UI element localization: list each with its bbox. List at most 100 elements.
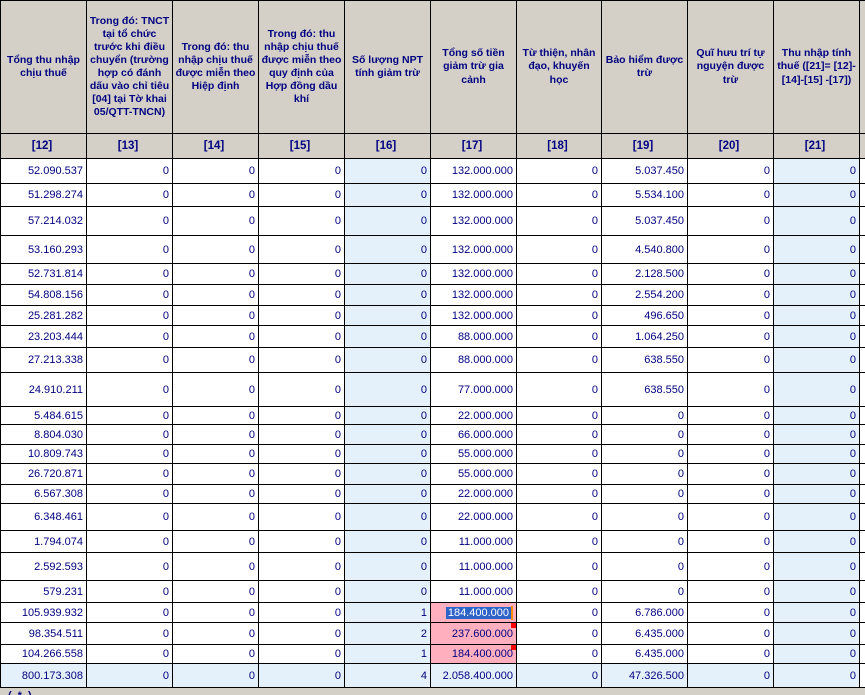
cell-[13][interactable]: 0 [87, 184, 173, 207]
cell-[18][interactable]: 0 [517, 373, 602, 407]
cell-[19][interactable]: 6.435.000 [602, 623, 688, 645]
cell-[17][interactable]: 132.000.000 [431, 207, 517, 236]
cell-[20][interactable]: 0 [688, 264, 774, 285]
cell-[20][interactable]: 0 [688, 407, 774, 425]
cell-[15][interactable]: 0 [259, 425, 345, 445]
cell-[14][interactable]: 0 [173, 445, 259, 464]
cell-[13][interactable]: 0 [87, 645, 173, 664]
cell-[14][interactable]: 0 [173, 207, 259, 236]
cell-[20][interactable]: 0 [688, 326, 774, 348]
cell-[20][interactable]: 0 [688, 531, 774, 553]
cell-[18][interactable]: 0 [517, 348, 602, 373]
cell-[18][interactable]: 0 [517, 531, 602, 553]
cell-[15][interactable]: 0 [259, 581, 345, 603]
cell-[19][interactable]: 2.554.200 [602, 285, 688, 306]
cell-[15][interactable]: 0 [259, 553, 345, 581]
cell-[15][interactable]: 0 [259, 306, 345, 326]
cell-[18][interactable]: 0 [517, 425, 602, 445]
cell-[18][interactable]: 0 [517, 581, 602, 603]
cell-[18][interactable]: 0 [517, 236, 602, 264]
cell-[13][interactable]: 0 [87, 623, 173, 645]
cell-[14][interactable]: 0 [173, 285, 259, 306]
cell-[17][interactable]: 66.000.000 [431, 425, 517, 445]
cell-[20][interactable]: 0 [688, 207, 774, 236]
cell-[17][interactable]: 132.000.000 [431, 184, 517, 207]
cell-[14][interactable]: 0 [173, 581, 259, 603]
cell-[12][interactable]: 5.484.615 [1, 407, 87, 425]
cell-[13][interactable]: 0 [87, 425, 173, 445]
cell-[15][interactable]: 0 [259, 159, 345, 184]
cell-[19][interactable]: 638.550 [602, 373, 688, 407]
cell-[20][interactable]: 0 [688, 581, 774, 603]
cell-[13][interactable]: 0 [87, 348, 173, 373]
cell-[17][interactable]: 11.000.000 [431, 553, 517, 581]
cell-[18][interactable]: 0 [517, 285, 602, 306]
cell-[19][interactable]: 0 [602, 553, 688, 581]
cell-[14][interactable]: 0 [173, 645, 259, 664]
cell-[17][interactable]: 22.000.000 [431, 407, 517, 425]
cell-[12][interactable]: 53.160.293 [1, 236, 87, 264]
cell-[14][interactable]: 0 [173, 326, 259, 348]
cell-[13][interactable]: 0 [87, 306, 173, 326]
cell-[12][interactable]: 98.354.511 [1, 623, 87, 645]
cell-[18][interactable]: 0 [517, 603, 602, 623]
cell-[17][interactable]: 237.600.000 [431, 623, 517, 645]
cell-[12][interactable]: 2.592.593 [1, 553, 87, 581]
cell-[13][interactable]: 0 [87, 159, 173, 184]
cell-[12][interactable]: 105.939.932 [1, 603, 87, 623]
cell-[14][interactable]: 0 [173, 159, 259, 184]
cell-[19][interactable]: 5.534.100 [602, 184, 688, 207]
cell-[15][interactable]: 0 [259, 184, 345, 207]
cell-[19][interactable]: 496.650 [602, 306, 688, 326]
cell-[18][interactable]: 0 [517, 485, 602, 504]
cell-[14][interactable]: 0 [173, 485, 259, 504]
cell-[15][interactable]: 0 [259, 207, 345, 236]
cell-[14][interactable]: 0 [173, 464, 259, 485]
cell-[19][interactable]: 6.435.000 [602, 645, 688, 664]
cell-[12][interactable]: 52.731.814 [1, 264, 87, 285]
cell-[12][interactable]: 26.720.871 [1, 464, 87, 485]
cell-[20][interactable]: 0 [688, 603, 774, 623]
cell-[15][interactable]: 0 [259, 623, 345, 645]
cell-[19][interactable]: 0 [602, 425, 688, 445]
cell-[14][interactable]: 0 [173, 348, 259, 373]
cell-[19][interactable]: 638.550 [602, 348, 688, 373]
cell-[14][interactable]: 0 [173, 603, 259, 623]
cell-[13][interactable]: 0 [87, 326, 173, 348]
cell-[20][interactable]: 0 [688, 553, 774, 581]
cell-[19][interactable]: 0 [602, 485, 688, 504]
cell-[18][interactable]: 0 [517, 504, 602, 531]
cell-[20][interactable]: 0 [688, 184, 774, 207]
cell-[17][interactable]: 88.000.000 [431, 326, 517, 348]
cell-[19][interactable]: 1.064.250 [602, 326, 688, 348]
cell-[19][interactable]: 5.037.450 [602, 207, 688, 236]
cell-[14][interactable]: 0 [173, 623, 259, 645]
cell-[19][interactable]: 6.786.000 [602, 603, 688, 623]
cell-[12][interactable]: 104.266.558 [1, 645, 87, 664]
cell-[20][interactable]: 0 [688, 464, 774, 485]
cell-[15][interactable]: 0 [259, 603, 345, 623]
cell-[19][interactable]: 0 [602, 407, 688, 425]
cell-[17][interactable]: 77.000.000 [431, 373, 517, 407]
cell-[20][interactable]: 0 [688, 425, 774, 445]
cell-[15][interactable]: 0 [259, 485, 345, 504]
cell-[18][interactable]: 0 [517, 184, 602, 207]
cell-[14][interactable]: 0 [173, 553, 259, 581]
cell-[14][interactable]: 0 [173, 236, 259, 264]
cell-[18][interactable]: 0 [517, 207, 602, 236]
cell-[17][interactable]: 88.000.000 [431, 348, 517, 373]
cell-[13][interactable]: 0 [87, 285, 173, 306]
cell-[17][interactable]: 11.000.000 [431, 581, 517, 603]
cell-[12][interactable]: 27.213.338 [1, 348, 87, 373]
cell-[20][interactable]: 0 [688, 373, 774, 407]
cell-[20][interactable]: 0 [688, 285, 774, 306]
cell-[13][interactable]: 0 [87, 603, 173, 623]
cell-[13][interactable]: 0 [87, 581, 173, 603]
cell-[12][interactable]: 8.804.030 [1, 425, 87, 445]
cell-[18][interactable]: 0 [517, 623, 602, 645]
cell-[19][interactable]: 4.540.800 [602, 236, 688, 264]
cell-[14][interactable]: 0 [173, 373, 259, 407]
cell-[18][interactable]: 0 [517, 464, 602, 485]
cell-[15][interactable]: 0 [259, 264, 345, 285]
cell-[17][interactable]: 55.000.000 [431, 445, 517, 464]
